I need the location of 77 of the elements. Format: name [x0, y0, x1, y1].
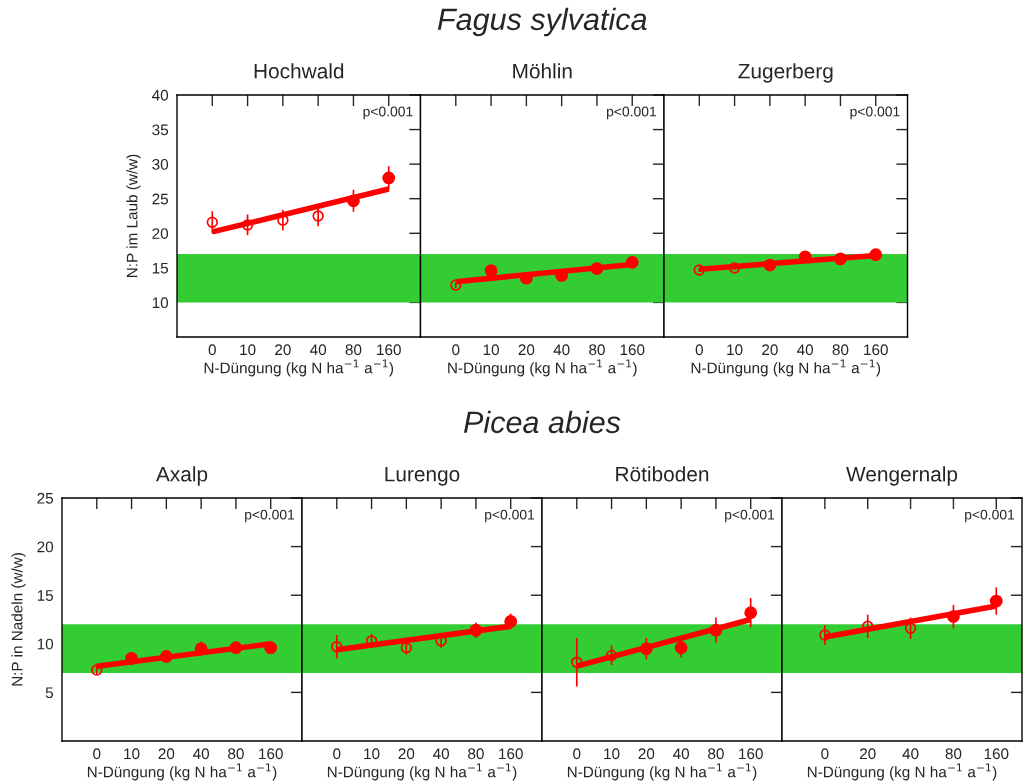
- x-tick-label: 80: [708, 748, 724, 760]
- x-tick-label: 0: [333, 748, 341, 760]
- x-tick-label: 20: [638, 748, 655, 760]
- x-tick-label: 160: [499, 748, 523, 760]
- annotation: p<0.001: [850, 106, 900, 120]
- y-tick-label: 20: [152, 228, 169, 239]
- x-tick-label: 0: [821, 748, 829, 760]
- x-tick-label: 10: [364, 748, 380, 760]
- chart-title: Rötiboden: [616, 466, 709, 482]
- x-axis-title: N-Düngung (kg N ha$^{−1}$ a$^{−1}$): [691, 359, 881, 377]
- y-tick-label: 40: [152, 89, 169, 101]
- x-tick-label: 160: [259, 748, 283, 760]
- chart-subtitle: Fagus sylvatica: [437, 7, 647, 37]
- chart-title: Möhlin: [513, 63, 572, 79]
- x-axis-title: N-Düngung (kg N ha$^{−1}$ a$^{−1}$): [807, 763, 997, 781]
- x-tick-label: 10: [240, 344, 256, 356]
- annotation: p<0.001: [607, 106, 657, 120]
- y-tick-label: 10: [152, 297, 169, 309]
- chart-title: Lurengo: [385, 467, 460, 486]
- y-tick-label: 35: [152, 124, 169, 136]
- x-tick-label: 10: [483, 344, 499, 356]
- chart-title: Wengernalp: [846, 466, 958, 486]
- x-tick-label: 0: [452, 344, 460, 356]
- x-tick-label: 0: [695, 344, 703, 356]
- x-tick-label: 20: [518, 344, 535, 356]
- y-tick-label: 20: [37, 541, 54, 553]
- y-axis-title: N:P im Laub (w/w): [126, 154, 141, 278]
- y-tick-label: 25: [37, 492, 54, 504]
- x-tick-label: 40: [192, 748, 210, 760]
- x-tick-label: 0: [573, 748, 581, 760]
- x-tick-label: 160: [984, 748, 1009, 760]
- x-tick-label: 10: [727, 344, 743, 356]
- y-tick-label: 25: [152, 193, 169, 205]
- y-tick-label: 30: [152, 159, 169, 170]
- y-tick-label: 10: [37, 638, 54, 650]
- x-axis-title: N-Düngung (kg N ha$^{−1}$ a$^{−1}$): [567, 763, 757, 781]
- chart-subtitle: Picea abies: [463, 410, 621, 434]
- x-tick-label: 160: [377, 344, 401, 356]
- x-tick-label: 20: [762, 344, 778, 356]
- y-axis-title: N:P in Nadeln (w/w): [11, 553, 26, 686]
- annotation: p<0.001: [965, 509, 1015, 523]
- x-tick-label: 80: [345, 344, 362, 356]
- x-tick-label: 20: [398, 748, 415, 760]
- x-tick-label: 80: [945, 748, 962, 760]
- x-axis-title: N-Düngung (kg N ha$^{−1}$ a$^{−1}$): [87, 763, 277, 781]
- y-tick-label: 15: [37, 590, 54, 601]
- x-tick-label: 10: [124, 748, 140, 760]
- x-tick-label: 10: [604, 748, 620, 760]
- x-tick-label: 40: [672, 748, 690, 760]
- y-tick-label: 15: [152, 262, 169, 274]
- x-tick-label: 20: [275, 344, 291, 356]
- x-tick-label: 40: [797, 344, 814, 356]
- chart-title: Zugerberg: [738, 63, 833, 83]
- x-tick-label: 40: [310, 344, 327, 356]
- x-axis-title: N-Düngung (kg N ha$^{−1}$ a$^{−1}$): [204, 359, 394, 377]
- x-tick-label: 40: [432, 748, 450, 760]
- annotation: p<0.001: [485, 509, 535, 523]
- x-tick-label: 80: [832, 344, 849, 356]
- x-tick-label: 80: [468, 748, 484, 760]
- x-tick-label: 160: [620, 344, 645, 356]
- annotation: p<0.001: [245, 509, 295, 523]
- chart-title: Axalp: [155, 466, 208, 486]
- x-tick-label: 40: [902, 748, 919, 760]
- x-tick-label: 80: [589, 344, 605, 356]
- x-tick-label: 40: [553, 344, 570, 356]
- x-tick-label: 0: [208, 344, 216, 356]
- x-tick-label: 20: [859, 748, 876, 760]
- x-tick-label: 160: [864, 344, 888, 356]
- annotation: p<0.001: [725, 509, 775, 523]
- y-tick-label: 5: [45, 687, 54, 699]
- x-tick-label: 0: [93, 748, 101, 760]
- x-axis-title: N-Düngung (kg N ha$^{−1}$ a$^{−1}$): [327, 763, 517, 781]
- x-tick-label: 80: [228, 748, 244, 760]
- x-axis-title: N-Düngung (kg N ha$^{−1}$ a$^{−1}$): [448, 359, 637, 377]
- x-tick-label: 160: [739, 748, 763, 760]
- chart-title: Hochwald: [254, 63, 344, 79]
- annotation: p<0.001: [363, 106, 413, 120]
